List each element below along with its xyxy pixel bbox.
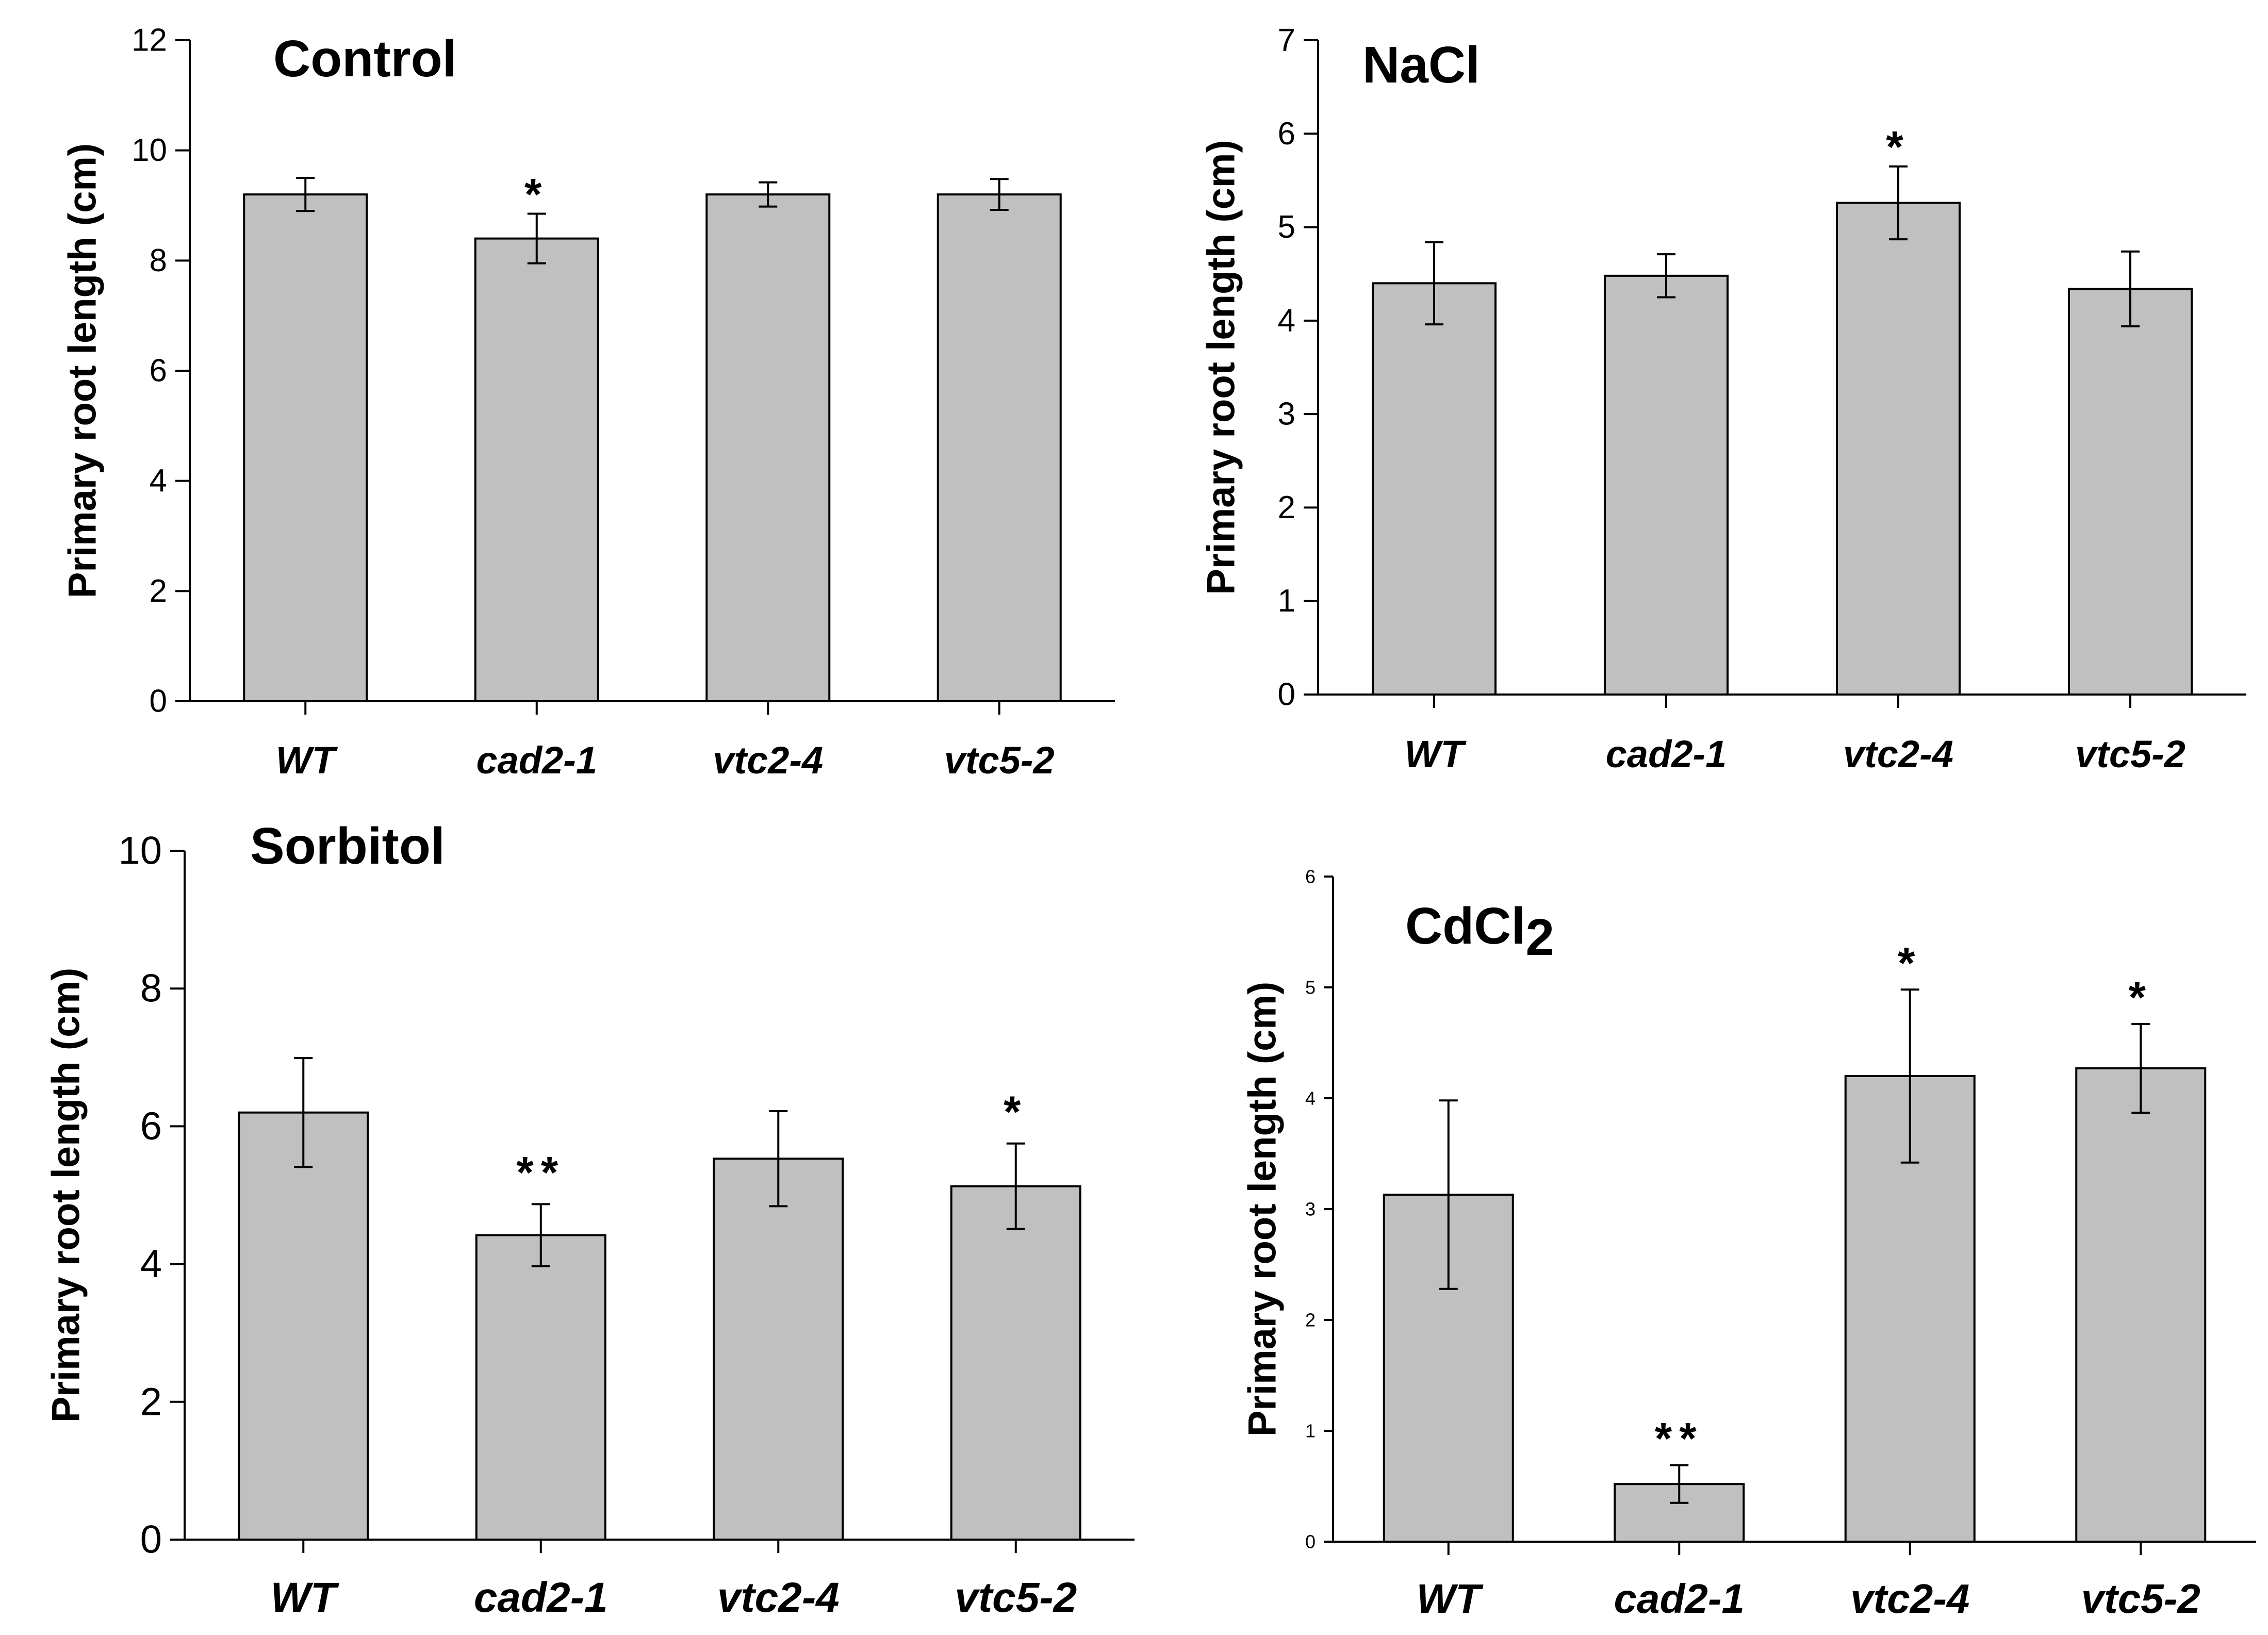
y-tick-label: 7 [1278,23,1295,58]
bar [1604,274,1729,696]
x-tick-label: WT [1404,733,1467,775]
significance-marker: * [524,170,549,220]
y-axis-label: Primary root length (cm) [61,143,105,599]
x-tick-label: cad2-1 [474,1574,608,1621]
y-tick-label: 2 [1305,1310,1316,1331]
x-tick-label: vtc5-2 [2081,1576,2200,1622]
x-tick-label: cad2-1 [1614,1576,1745,1622]
y-tick-label: 2 [1278,490,1295,525]
x-tick-label: WT [1417,1576,1484,1622]
y-tick-label: 8 [140,967,162,1011]
significance-marker: * [2129,973,2153,1022]
y-tick-label: 3 [1278,397,1295,432]
y-tick-label: 0 [1278,677,1295,713]
y-tick-label: 0 [150,684,167,719]
x-tick-label: vtc2-4 [1850,1576,1969,1622]
x-tick-label: vtc5-2 [944,739,1055,782]
y-tick-label: 1 [1305,1421,1316,1442]
y-tick-label: 6 [140,1104,162,1148]
bar [936,193,1062,702]
y-tick-label: 3 [1305,1199,1316,1220]
significance-marker: ** [1655,1414,1704,1464]
bar [243,193,368,702]
panel-nacl: 0 1 2 3 4 5 6 7 WT cad2-1 vtc2-4 vtc5-2 * Primary roo… [1199,23,2246,775]
significance-marker: ** [516,1148,565,1197]
y-tick-label: 0 [140,1518,162,1562]
y-tick-label: 6 [1305,866,1316,887]
y-tick-label: 8 [150,243,167,278]
y-tick-label: 12 [132,23,167,58]
y-tick-label: 2 [150,573,167,609]
y-tick-label: 4 [140,1242,162,1286]
panel-title: Control [273,30,456,88]
bar [1836,202,1961,696]
bar [1372,282,1497,696]
panel-title: CdCl2 [1405,897,1554,966]
y-tick-label: 10 [132,133,167,168]
y-tick-label: 4 [1278,303,1295,338]
significance-marker: * [1004,1087,1028,1137]
y-tick-label: 10 [118,829,162,873]
x-tick-label: WT [271,1574,339,1621]
bar [950,1185,1081,1541]
panel-title: Sorbitol [250,817,445,875]
y-tick-label: 1 [1278,583,1295,619]
x-tick-label: WT [276,739,338,782]
bar [238,1111,369,1541]
x-tick-label: vtc2-4 [1843,733,1953,775]
x-tick-label: vtc5-2 [955,1574,1077,1621]
bar [2075,1067,2207,1543]
bar [705,193,831,702]
bar [474,237,599,703]
x-tick-label: vtc5-2 [2075,733,2185,775]
y-tick-label: 0 [1305,1531,1316,1553]
y-tick-label: 5 [1278,209,1295,245]
bar [713,1158,844,1541]
y-tick-label: 4 [1305,1088,1316,1109]
y-tick-label: 4 [150,463,167,499]
y-axis-label: Primary root length (cm) [1199,140,1243,595]
y-tick-label: 2 [140,1380,162,1424]
significance-marker: * [1886,123,1910,172]
x-tick-label: vtc2-4 [717,1574,840,1621]
y-axis-label: Primary root length (cm) [1241,982,1285,1437]
bar [2068,288,2193,696]
x-tick-label: cad2-1 [476,739,597,782]
y-tick-label: 6 [150,353,167,389]
y-tick-label: 5 [1305,977,1316,998]
y-axis-label: Primary root length (cm) [44,968,88,1423]
bar [475,1234,606,1541]
x-tick-label: vtc2-4 [713,739,823,782]
panel-control: 0 2 4 6 8 10 12 WT cad2-1 vtc2-4 vtc5-2 * Primary ro… [61,23,1115,782]
significance-marker: * [1898,938,1922,988]
x-tick-label: cad2-1 [1606,733,1727,775]
y-tick-label: 6 [1278,116,1295,152]
panel-title: NaCl [1362,36,1480,94]
